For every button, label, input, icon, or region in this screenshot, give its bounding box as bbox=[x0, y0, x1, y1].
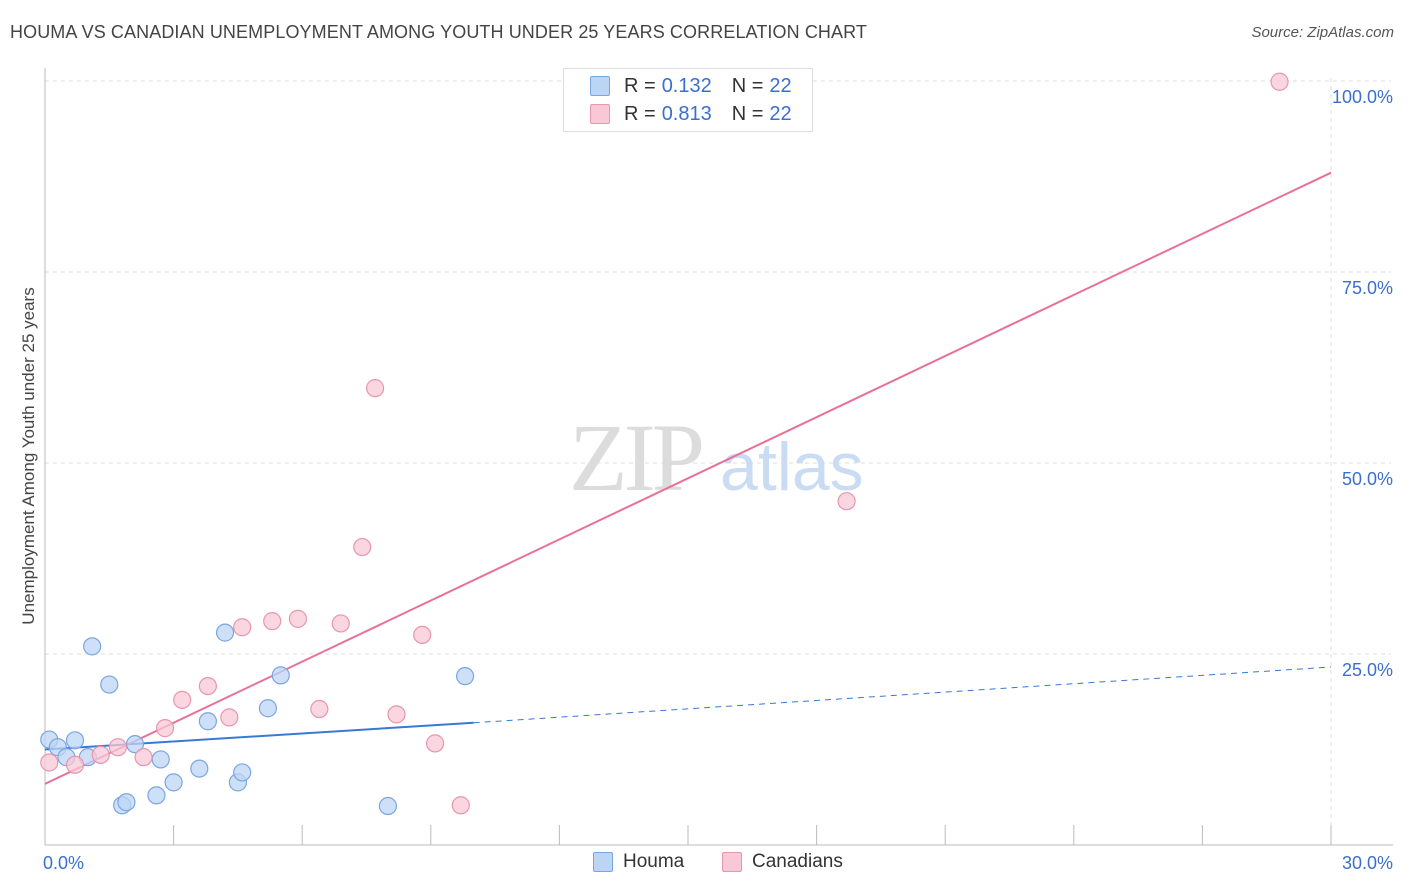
label-layer: 25.0% 50.0% 75.0% 100.0% 0.0% 30.0% bbox=[43, 87, 1393, 873]
houma-point bbox=[125, 735, 145, 754]
canadians-point bbox=[233, 618, 252, 637]
watermark-zip: ZIP bbox=[569, 404, 702, 511]
grid-layer bbox=[45, 78, 1391, 845]
canadians-n-value: 22 bbox=[769, 102, 792, 125]
canadians-point bbox=[263, 612, 282, 631]
canadians-point bbox=[198, 676, 217, 696]
houma-point bbox=[215, 623, 235, 642]
watermark-atlas: atlas bbox=[720, 429, 864, 505]
legend-row-houma: R = 0.132 N = 22 bbox=[590, 73, 792, 99]
x-tick-label: 0.0% bbox=[43, 853, 84, 873]
canadians-point bbox=[365, 379, 385, 398]
x-tick-label: 30.0% bbox=[1342, 853, 1393, 873]
houma-swatch bbox=[590, 76, 610, 96]
canadians-n-label: N = bbox=[731, 102, 764, 125]
houma-point bbox=[151, 750, 170, 769]
canadians-r-value: 0.813 bbox=[661, 102, 712, 125]
houma-point bbox=[190, 759, 209, 778]
bottom-legend-houma: Houma bbox=[593, 851, 684, 873]
houma-n-value: 22 bbox=[769, 74, 792, 97]
canadians-point bbox=[837, 492, 856, 511]
canadians-point bbox=[40, 753, 59, 772]
houma-legend-swatch bbox=[593, 852, 613, 872]
canadians-point bbox=[331, 614, 350, 633]
houma-point bbox=[455, 667, 475, 686]
canadians-point bbox=[173, 690, 192, 709]
canadians-point bbox=[1270, 72, 1289, 91]
canadians-point bbox=[91, 745, 110, 764]
canadians-legend-swatch bbox=[722, 852, 742, 872]
axis-layer bbox=[44, 68, 1393, 846]
canadians-point bbox=[425, 734, 445, 753]
houma-trend-extension bbox=[473, 666, 1332, 724]
canadians-point bbox=[387, 705, 406, 724]
legend-row-canadians: R = 0.813 N = 22 bbox=[590, 101, 792, 127]
watermark: ZIP atlas bbox=[569, 404, 864, 511]
houma-point bbox=[233, 763, 252, 782]
houma-point bbox=[65, 731, 85, 750]
y-tick-label: 100.0% bbox=[1332, 87, 1393, 107]
houma-point bbox=[117, 793, 136, 812]
canadians-trend-line bbox=[44, 171, 1332, 785]
y-tick-label: 50.0% bbox=[1342, 469, 1393, 489]
canadians-legend-label: Canadians bbox=[752, 851, 843, 872]
canadians-point bbox=[220, 708, 239, 727]
canadians-point bbox=[451, 796, 470, 815]
houma-legend-label: Houma bbox=[623, 851, 685, 872]
y-tick-label: 75.0% bbox=[1342, 278, 1393, 298]
houma-point bbox=[83, 637, 102, 656]
canadians-point bbox=[155, 719, 175, 738]
houma-point bbox=[198, 712, 217, 731]
correlation-legend: R = 0.132 N = 22 R = 0.813 N = 22 bbox=[563, 68, 813, 132]
canadians-point bbox=[65, 755, 85, 774]
houma-point bbox=[271, 666, 290, 685]
y-tick-label: 25.0% bbox=[1342, 660, 1393, 680]
canadians-point bbox=[310, 699, 329, 719]
points-layer bbox=[40, 72, 1289, 816]
chart-title: HOUMA VS CANADIAN UNEMPLOYMENT AMONG YOU… bbox=[10, 22, 867, 42]
canadians-point bbox=[288, 609, 308, 628]
houma-point bbox=[258, 699, 278, 718]
houma-r-label: R = bbox=[624, 74, 656, 97]
source-label: Source: ZipAtlas.com bbox=[1251, 24, 1394, 41]
houma-n-label: N = bbox=[731, 74, 764, 97]
houma-r-value: 0.132 bbox=[661, 74, 712, 97]
canadians-r-label: R = bbox=[624, 102, 656, 125]
canadians-point bbox=[353, 537, 372, 557]
y-axis-title: Unemployment Among Youth under 25 years bbox=[19, 287, 38, 624]
trend-layer bbox=[44, 171, 1332, 785]
canadians-swatch bbox=[590, 104, 610, 124]
canadians-point bbox=[413, 625, 432, 645]
houma-point bbox=[164, 773, 183, 792]
houma-point bbox=[100, 675, 119, 694]
canadians-point bbox=[134, 748, 153, 767]
houma-point bbox=[147, 786, 166, 805]
canadians-point bbox=[108, 738, 127, 757]
bottom-legend-canadians: Canadians bbox=[722, 851, 843, 873]
houma-point bbox=[378, 796, 398, 816]
